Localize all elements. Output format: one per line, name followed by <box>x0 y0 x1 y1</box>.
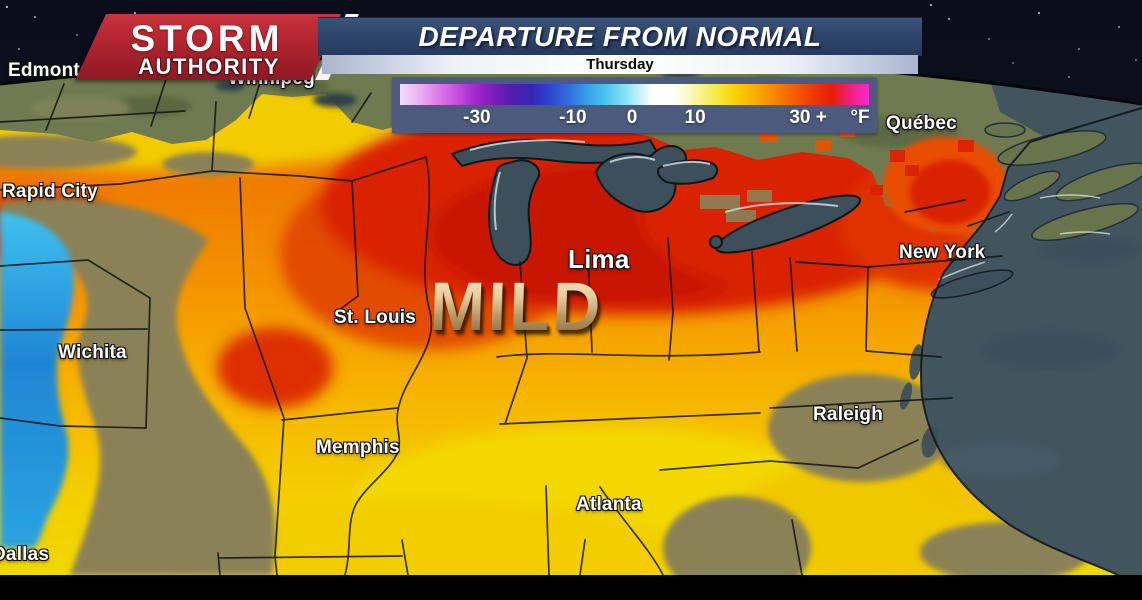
legend-gradient-bar <box>400 84 869 105</box>
cool-cyan-zone <box>0 212 75 548</box>
coastal-inlets <box>899 269 1014 458</box>
legend-tick-neg10: -10 <box>559 107 587 128</box>
khaki-dry-patches <box>0 135 1090 576</box>
state-borders <box>0 75 1010 576</box>
city-label-memphis: Memphis <box>316 437 400 458</box>
lake-st-clair <box>709 235 723 249</box>
lake-ice-highlights <box>469 139 839 231</box>
legend-tick-10: 10 <box>684 107 706 128</box>
city-label-wichita: Wichita <box>58 342 127 363</box>
star-field-right <box>930 4 932 6</box>
city-label-rapid-city: Rapid City <box>2 181 98 202</box>
city-label-dallas: Dallas <box>0 544 50 565</box>
city-label-new-york: New York <box>899 242 986 263</box>
coastline <box>919 107 1142 576</box>
lake-ontario <box>656 159 719 185</box>
logo-line2: AUTHORITY <box>138 54 280 79</box>
star-field-left <box>6 6 8 8</box>
city-label-raleigh: Raleigh <box>813 404 884 425</box>
legend-tick-zero: 0 <box>626 107 638 128</box>
mild-annotation: MILD <box>428 267 605 345</box>
storm-authority-logo: STORM AUTHORITY <box>34 6 359 80</box>
letterbox-bar <box>0 575 1142 600</box>
legend-tick-neg30: -30 <box>463 107 491 128</box>
legend-tick-30plus: 30 + <box>789 107 827 128</box>
city-label-quebec: Québec <box>886 113 957 134</box>
ocean-texture <box>940 236 1140 476</box>
day-label: Thursday <box>586 56 654 73</box>
lake-michigan <box>488 159 541 266</box>
temperature-scale-legend: -30 -10 0 10 30 + °F <box>392 77 877 133</box>
day-banner: Thursday <box>322 55 918 74</box>
city-label-atlanta: Atlanta <box>576 494 642 515</box>
maritime-islands <box>984 122 1142 242</box>
title-banner: DEPARTURE FROM NORMAL <box>318 17 922 56</box>
page-title: DEPARTURE FROM NORMAL <box>418 21 822 52</box>
logo-line1: STORM <box>130 18 284 59</box>
great-lakes <box>450 138 862 266</box>
city-label-lima: Lima <box>568 244 630 274</box>
city-label-st-louis: St. Louis <box>334 307 417 328</box>
legend-unit-fahrenheit: °F <box>850 107 870 128</box>
